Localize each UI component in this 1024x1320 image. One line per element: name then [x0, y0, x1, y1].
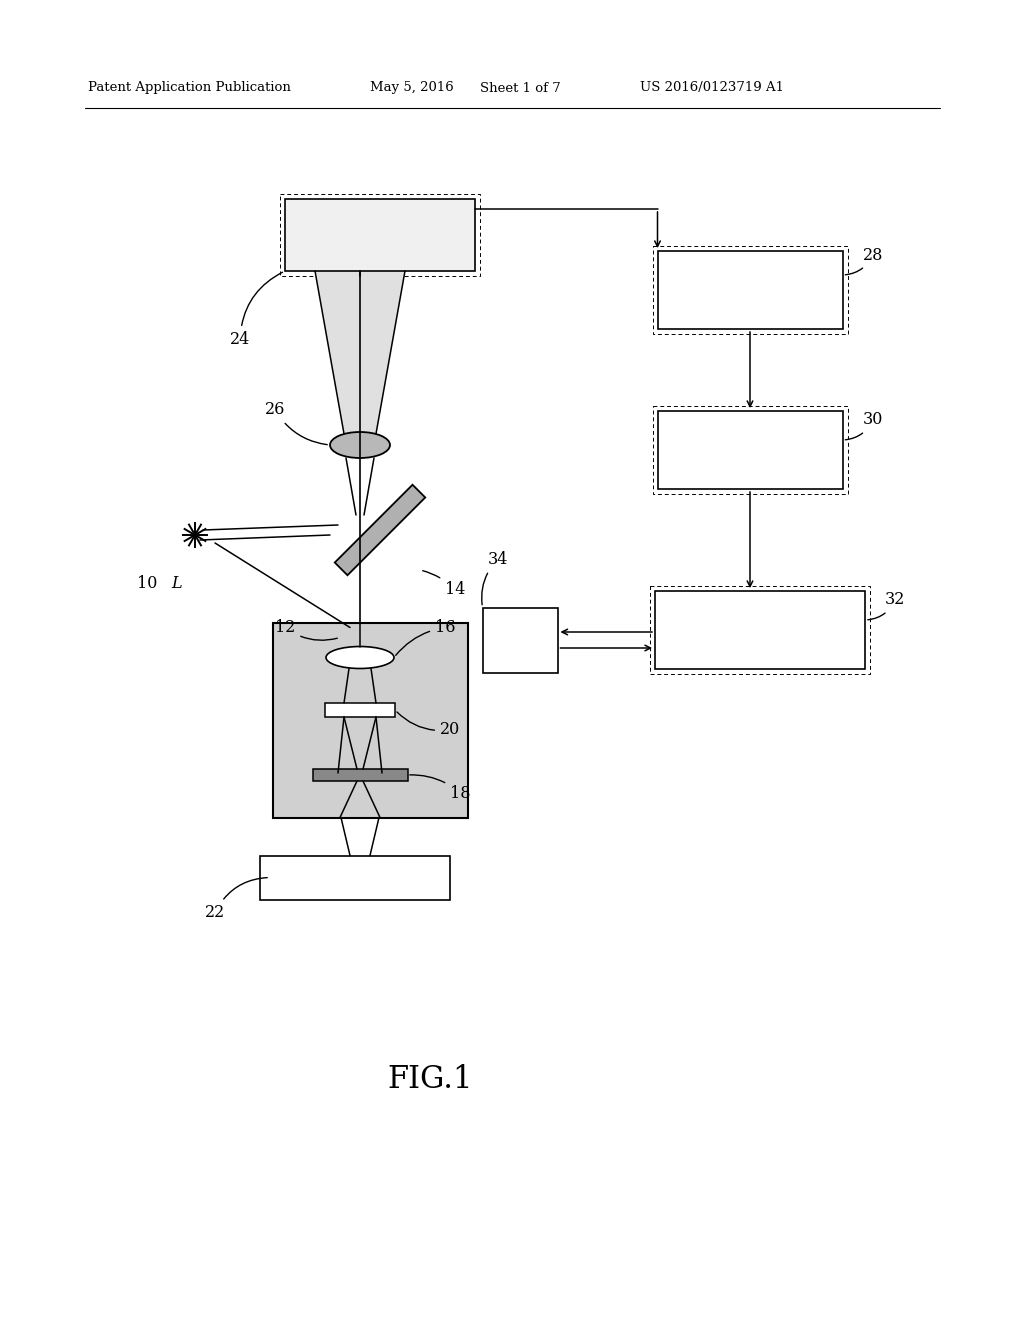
- Bar: [260, 855, 450, 899]
- Text: Patent Application Publication: Patent Application Publication: [88, 82, 291, 95]
- Text: 20: 20: [397, 711, 460, 738]
- Bar: [652, 407, 848, 494]
- Bar: [650, 586, 870, 675]
- Text: 24: 24: [230, 272, 283, 348]
- Text: 14: 14: [423, 570, 465, 598]
- Polygon shape: [315, 271, 406, 445]
- Text: 30: 30: [845, 412, 883, 440]
- Bar: [657, 251, 843, 329]
- Text: 16: 16: [395, 619, 456, 655]
- Bar: [657, 411, 843, 488]
- Text: FIG.1: FIG.1: [387, 1064, 473, 1096]
- Text: 34: 34: [481, 550, 508, 605]
- Polygon shape: [335, 484, 425, 576]
- Bar: [272, 623, 468, 817]
- Text: 28: 28: [845, 247, 883, 275]
- Ellipse shape: [326, 647, 394, 668]
- Text: 32: 32: [867, 591, 905, 620]
- Text: May 5, 2016: May 5, 2016: [370, 82, 454, 95]
- Text: L: L: [172, 574, 182, 591]
- Bar: [655, 591, 865, 669]
- Bar: [482, 607, 557, 672]
- Text: 22: 22: [205, 878, 267, 921]
- Ellipse shape: [330, 432, 390, 458]
- Text: Sheet 1 of 7: Sheet 1 of 7: [480, 82, 561, 95]
- Text: 12: 12: [275, 619, 337, 640]
- Text: 18: 18: [410, 775, 470, 801]
- Text: 26: 26: [265, 401, 328, 445]
- Bar: [325, 704, 395, 717]
- Bar: [285, 199, 475, 271]
- Text: 10: 10: [137, 574, 158, 591]
- Bar: [312, 770, 408, 781]
- Text: US 2016/0123719 A1: US 2016/0123719 A1: [640, 82, 784, 95]
- Bar: [280, 194, 480, 276]
- Bar: [652, 246, 848, 334]
